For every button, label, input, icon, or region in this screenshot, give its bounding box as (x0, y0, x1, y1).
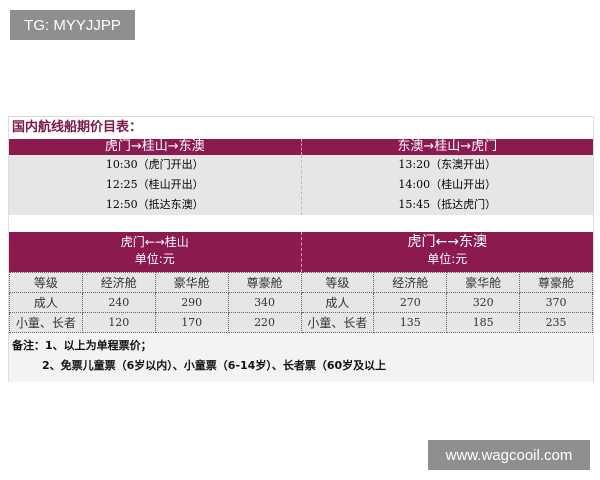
route-return: 东澳→桂山→虎门 (300, 139, 594, 155)
time-entry: 12:50（抵达东澳） (105, 198, 204, 211)
cell: 170 (154, 312, 229, 333)
header-cell: 经济舱 (373, 272, 448, 293)
time-entry: 15:45（抵达虎门） (398, 198, 497, 211)
route-outbound: 虎门→桂山→东澳 (104, 139, 205, 154)
cell: 185 (446, 312, 521, 333)
cell: 320 (446, 292, 521, 313)
cell: 120 (81, 312, 156, 333)
unit-label: 单位:元 (427, 252, 468, 266)
note-2: 2、免票儿童票（6岁以内）、小童票（6-14岁）、长者票（60岁及以上 (42, 359, 387, 372)
page-title: 国内航线船期价目表： (12, 120, 143, 135)
time-entry: 12:25（桂山开出） (105, 178, 204, 191)
cell: 235 (519, 312, 593, 333)
header-cell: 豪华舱 (154, 272, 229, 293)
note-1: 备注：1、以上为单程票价； (12, 339, 152, 352)
schedule-header: 虎门→桂山→东澳 东澳→桂山→虎门 (9, 139, 593, 155)
cell: 成人 (300, 292, 375, 313)
cell: 220 (227, 312, 302, 333)
watermark-top-left: TG: MYYJJPP (10, 10, 135, 40)
cell: 370 (519, 292, 593, 313)
watermark-bottom-right: www.wagcooil.com (428, 440, 590, 470)
cell: 成人 (9, 292, 83, 313)
schedule-times: 10:30（虎门开出） 12:25（桂山开出） 12:50（抵达东澳） 13:2… (9, 155, 593, 215)
table-header-row: 等级 经济舱 豪华舱 尊豪舱 等级 经济舱 豪华舱 尊豪舱 (9, 272, 593, 293)
unit-label: 单位:元 (134, 252, 175, 266)
cell: 340 (227, 292, 302, 313)
table-row: 小童、长者 120 170 220 小童、长者 135 185 235 (9, 312, 593, 333)
cell: 小童、长者 (300, 312, 375, 333)
cell: 小童、长者 (9, 312, 83, 333)
cell: 240 (81, 292, 156, 313)
cell: 135 (373, 312, 448, 333)
header-cell: 尊豪舱 (519, 272, 593, 293)
time-entry: 10:30（虎门开出） (105, 158, 204, 171)
notes: 备注：1、以上为单程票价； 2、免票儿童票（6岁以内）、小童票（6-14岁）、长… (9, 333, 593, 382)
header-cell: 尊豪舱 (227, 272, 302, 293)
header-cell: 经济舱 (81, 272, 156, 293)
price-route-dongao: 虎门←→东澳 单位:元 (300, 232, 594, 272)
header-cell: 豪华舱 (446, 272, 521, 293)
header-cell: 等级 (300, 272, 375, 293)
route-label: 虎门←→东澳 (407, 234, 487, 250)
table-row: 成人 240 290 340 成人 270 320 370 (9, 292, 593, 313)
time-entry: 14:00（桂山开出） (398, 178, 497, 191)
return-times: 13:20（东澳开出） 14:00（桂山开出） 15:45（抵达虎门） (300, 155, 594, 215)
price-route-guishan: 虎门←→桂山 单位:元 (9, 232, 301, 272)
cell: 290 (154, 292, 229, 313)
time-entry: 13:20（东澳开出） (398, 158, 497, 171)
outbound-times: 10:30（虎门开出） 12:25（桂山开出） 12:50（抵达东澳） (9, 155, 301, 215)
cell: 270 (373, 292, 448, 313)
header-cell: 等级 (9, 272, 83, 293)
price-header: 虎门←→桂山 单位:元 虎门←→东澳 单位:元 (9, 232, 593, 272)
price-table: 等级 经济舱 豪华舱 尊豪舱 等级 经济舱 豪华舱 尊豪舱 成人 240 290 340 成人 27… (9, 272, 593, 333)
route-label: 虎门←→桂山 (120, 235, 189, 249)
price-table-document: 国内航线船期价目表： 虎门→桂山→东澳 东澳→桂山→虎门 10:30（虎门开出）… (8, 116, 594, 382)
